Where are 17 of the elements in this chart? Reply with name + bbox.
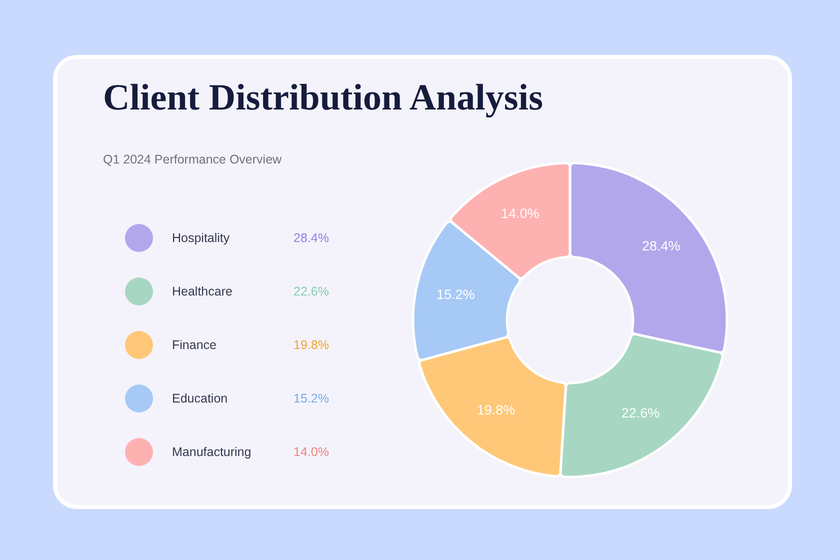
data-label: 14.0% [501, 206, 540, 222]
text: 19.8% [294, 338, 329, 352]
text: 15.2% [294, 392, 329, 406]
legend-label: Manufacturing [172, 445, 252, 459]
data-label: 22.6% [621, 405, 660, 420]
legend-label: Education [172, 392, 228, 406]
data-label: 28.4% [642, 238, 680, 254]
legend-label: Healthcare [172, 284, 232, 298]
legend-label: Finance [172, 338, 217, 352]
data-label: 19.8% [476, 402, 516, 418]
data-label: 15.2% [436, 287, 475, 302]
text: 28.4% [294, 231, 329, 245]
chart-subtitle: Q1 2024 Performance Overview [103, 152, 283, 166]
chart-title: Client Distribution Analysis [103, 78, 543, 118]
text: 22.6% [294, 284, 329, 298]
legend-label: Hospitality [172, 231, 230, 245]
text: 14.0% [294, 445, 329, 459]
